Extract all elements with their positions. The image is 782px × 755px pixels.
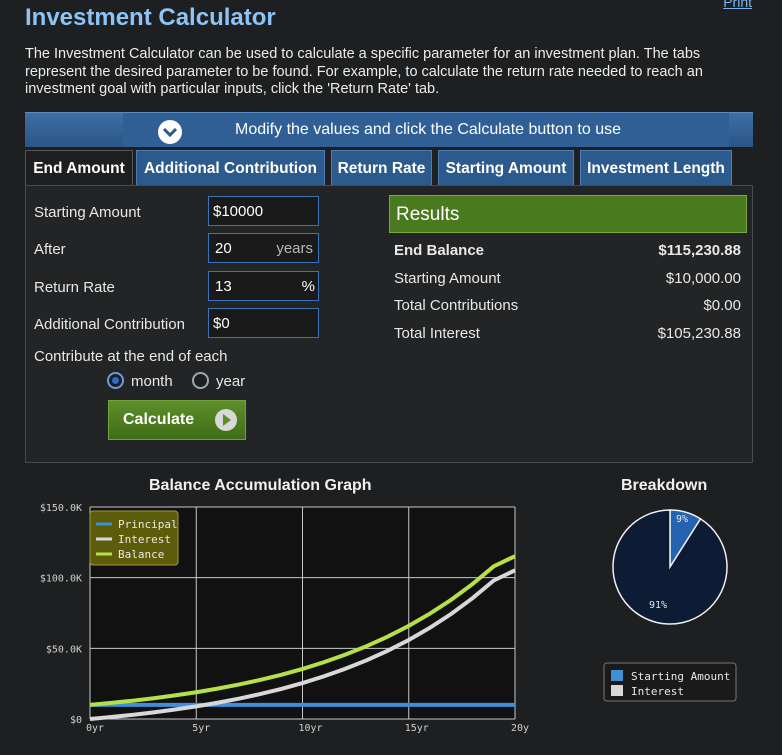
balance-graph-title: Balance Accumulation Graph [149, 477, 372, 494]
additional-contribution-label: Additional Contribution [34, 316, 185, 333]
contribute-label: Contribute at the end of each [34, 348, 228, 365]
result-starting-amount-label: Starting Amount [394, 270, 501, 287]
x-tick-label: 15yr [405, 723, 429, 734]
total-interest-value: $105,230.88 [657, 325, 741, 342]
chevron-down-icon[interactable] [158, 120, 182, 144]
page-description: The Investment Calculator can be used to… [25, 46, 703, 97]
year-radio-label[interactable]: year [216, 373, 246, 390]
breakdown-title: Breakdown [621, 477, 708, 494]
total-contributions-label: Total Contributions [394, 297, 519, 314]
legend-balance: Balance [118, 548, 164, 561]
results-title: Results [396, 204, 460, 225]
total-interest-label: Total Interest [394, 325, 480, 342]
balance-accumulation-chart: $0 $50.0K $100.0K $150.0K 0yr 5yr 10yr 15yr 20yr… [40, 503, 530, 734]
page-title: Investment Calculator [25, 4, 276, 31]
results-header: Results [389, 195, 747, 233]
tab-end-amount[interactable]: End Amount [25, 150, 133, 186]
pie-label-interest: 91% [649, 600, 667, 611]
x-tick-label: 10yr [299, 723, 323, 734]
year-radio[interactable] [192, 372, 209, 389]
legend-starting-amount: Starting Amount [631, 670, 730, 683]
tab-additional-contribution[interactable]: Additional Contribution [136, 150, 325, 186]
starting-amount-label: Starting Amount [34, 204, 141, 221]
month-radio[interactable] [107, 372, 124, 389]
y-tick-label: $0 [70, 715, 82, 726]
result-starting-amount-value: $10,000.00 [665, 270, 741, 287]
legend-pie-interest: Interest [631, 685, 684, 698]
return-rate-label: Return Rate [34, 279, 115, 296]
pie-legend: Starting Amount Interest [603, 662, 737, 702]
y-tick-label: $150.0K [40, 503, 82, 514]
x-tick-label: 20yr [511, 723, 530, 734]
legend-interest: Interest [118, 533, 171, 546]
tab-starting-amount[interactable]: Starting Amount [438, 150, 574, 186]
additional-contribution-input[interactable]: $0 [208, 308, 319, 338]
years-value: 20 [215, 240, 232, 257]
calculator-panel: Starting Amount $10000 After 20 years Re… [25, 185, 753, 463]
play-icon [215, 409, 237, 431]
end-balance-label: End Balance [394, 242, 485, 259]
return-rate-input[interactable]: 13 % [208, 271, 319, 301]
return-rate-value: 13 [215, 278, 232, 295]
percent-unit: % [301, 278, 315, 295]
starting-amount-input[interactable]: $10000 [208, 196, 319, 226]
y-tick-label: $100.0K [40, 574, 82, 585]
pie-label-starting: 9% [676, 514, 688, 525]
tab-return-rate[interactable]: Return Rate [331, 150, 432, 186]
instruction-banner: Modify the values and click the Calculat… [25, 112, 753, 147]
legend-starting-swatch [611, 670, 623, 681]
end-balance-value: $115,230.88 [658, 242, 741, 259]
calculate-button[interactable]: Calculate [108, 400, 246, 440]
years-unit: years [276, 240, 313, 257]
pie-slice-interest [612, 509, 728, 625]
total-contributions-value: $0.00 [703, 297, 741, 314]
legend-interest-swatch [611, 685, 623, 696]
balance-line [89, 554, 516, 707]
years-input[interactable]: 20 years [208, 233, 319, 263]
banner-text: Modify the values and click the Calculat… [235, 121, 621, 138]
chart-legend: Principal Interest Balance [89, 510, 179, 566]
y-tick-label: $50.0K [46, 644, 82, 655]
month-radio-label[interactable]: month [131, 373, 173, 390]
legend-principal: Principal [118, 518, 178, 531]
tab-investment-length[interactable]: Investment Length [580, 150, 732, 186]
x-tick-label: 5yr [192, 723, 210, 734]
interest-line [89, 568, 516, 721]
calculate-label: Calculate [123, 411, 195, 428]
breakdown-pie-chart: 9% 91% Starting Amount Interest [603, 509, 737, 702]
x-tick-label: 0yr [86, 723, 104, 734]
print-link[interactable]: Print [723, 0, 752, 10]
after-label: After [34, 241, 66, 258]
